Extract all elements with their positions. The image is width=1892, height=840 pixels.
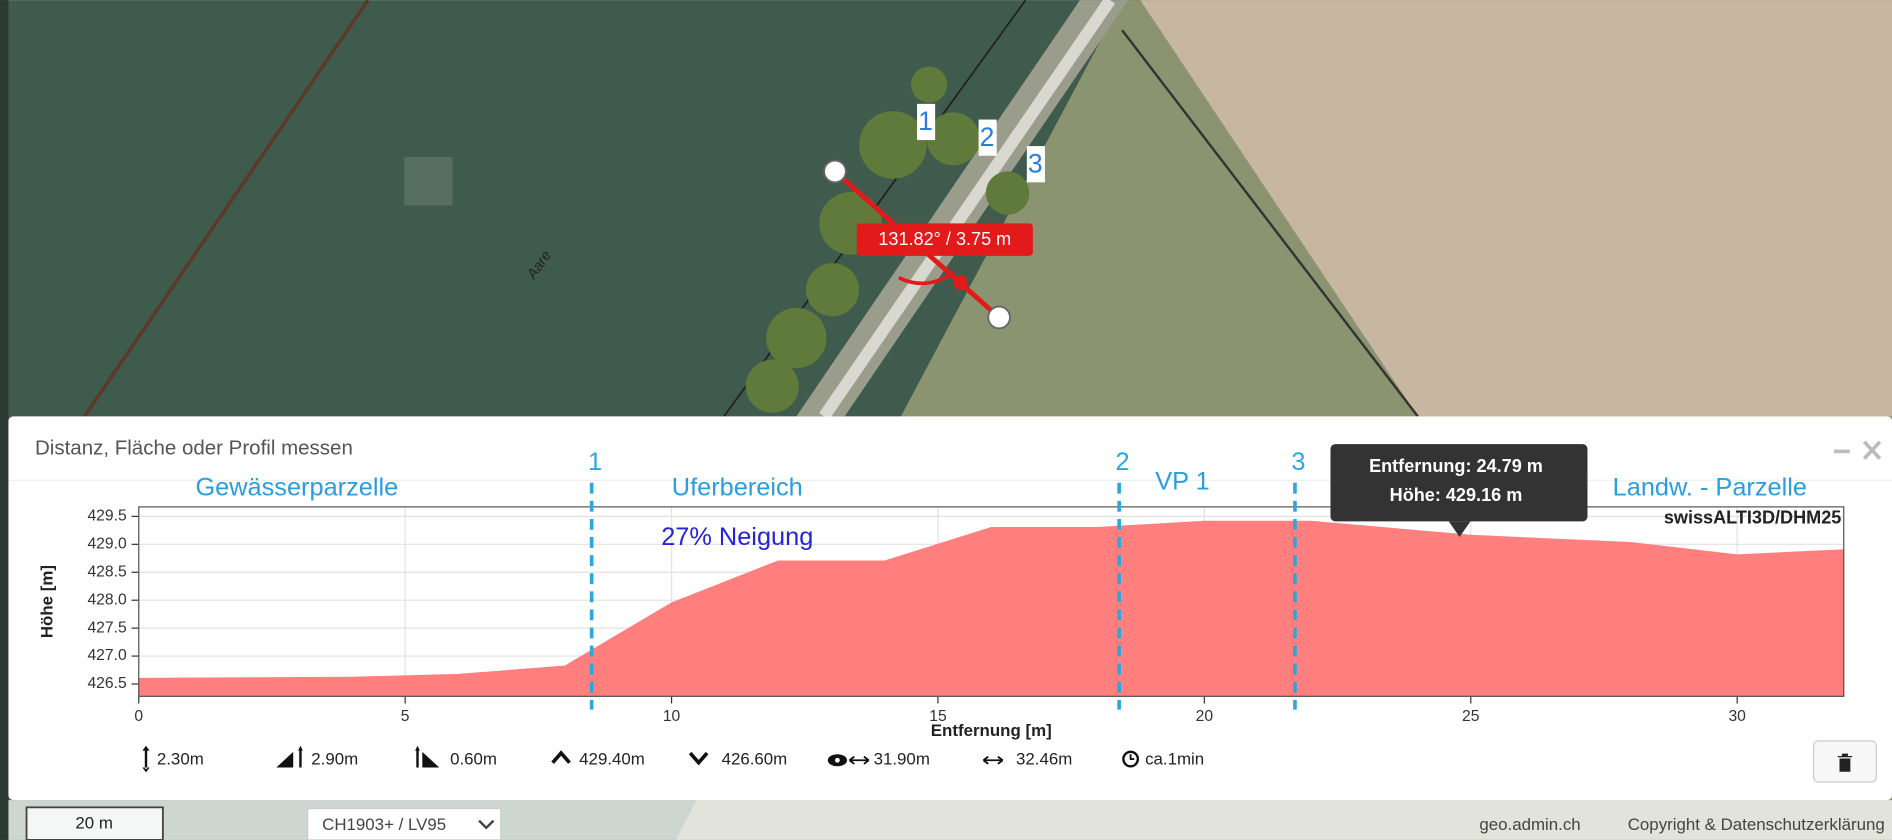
- scale-label: 20 m: [75, 814, 113, 833]
- x-tick-label: 25: [1462, 708, 1480, 725]
- stat-value: 2.30m: [157, 750, 204, 769]
- map-marker: 3: [1028, 148, 1043, 178]
- y-axis-label: Höhe [m]: [38, 565, 57, 638]
- y-tick-label: 428.5: [87, 563, 127, 580]
- source-label: swissALTI3D/DHM25: [1664, 508, 1841, 528]
- projection-label: CH1903+ / LV95: [322, 815, 446, 834]
- measure-label: 131.82° / 3.75 m: [878, 229, 1011, 249]
- section-marker-label: 3: [1291, 448, 1305, 476]
- brand-link[interactable]: geo.admin.ch: [1479, 815, 1580, 834]
- region-label: Landw. - Parzelle: [1613, 473, 1807, 501]
- profile-panel: Distanz, Fläche oder Profil messen 0 5 10 1…: [8, 416, 1892, 800]
- footer: 20 m CH1903+ / LV95 geo.admin.ch Copyrig…: [8, 800, 1892, 840]
- panel-title: Distanz, Fläche oder Profil messen: [35, 436, 353, 459]
- x-tick-label: 30: [1728, 708, 1746, 725]
- region-label: VP 1: [1155, 467, 1209, 495]
- y-tick-label: 427.5: [87, 619, 127, 636]
- tooltip-line: Höhe: 429.16 m: [1390, 485, 1523, 505]
- stat-value: 426.60m: [722, 750, 788, 769]
- screen: Aare 131.82° / 3.75 m 1 2 3 Distanz, Flä…: [0, 0, 1892, 840]
- region-label: Gewässerparzelle: [195, 473, 398, 501]
- y-tick-label: 427.0: [87, 647, 127, 664]
- stat-value: 429.40m: [579, 750, 645, 769]
- slope-label: 27% Neigung: [661, 523, 813, 551]
- stat-value: ca.1min: [1145, 750, 1204, 769]
- x-tick-label: 10: [663, 708, 681, 725]
- stat-value: 0.60m: [450, 750, 497, 769]
- section-marker-label: 1: [588, 448, 602, 476]
- y-tick-label: 426.5: [87, 675, 127, 692]
- x-tick-label: 20: [1196, 708, 1214, 725]
- map-marker: 2: [980, 122, 995, 152]
- stat-value: 32.46m: [1016, 750, 1072, 769]
- x-tick-label: 5: [401, 708, 410, 725]
- section-marker-label: 2: [1116, 448, 1130, 476]
- y-tick-label: 429.5: [87, 508, 127, 525]
- stat-value: 2.90m: [311, 750, 358, 769]
- stat-value: 31.90m: [874, 750, 930, 769]
- map-marker: 1: [918, 106, 933, 136]
- x-tick-label: 0: [134, 708, 143, 725]
- y-tick-label: 428.0: [87, 591, 127, 608]
- region-label: Uferbereich: [672, 473, 803, 501]
- tooltip-line: Entfernung: 24.79 m: [1369, 456, 1543, 476]
- y-tick-label: 429.0: [87, 535, 127, 552]
- x-axis-label: Entfernung [m]: [931, 721, 1052, 740]
- copyright-link[interactable]: Copyright & Datenschutzerklärung: [1628, 815, 1885, 834]
